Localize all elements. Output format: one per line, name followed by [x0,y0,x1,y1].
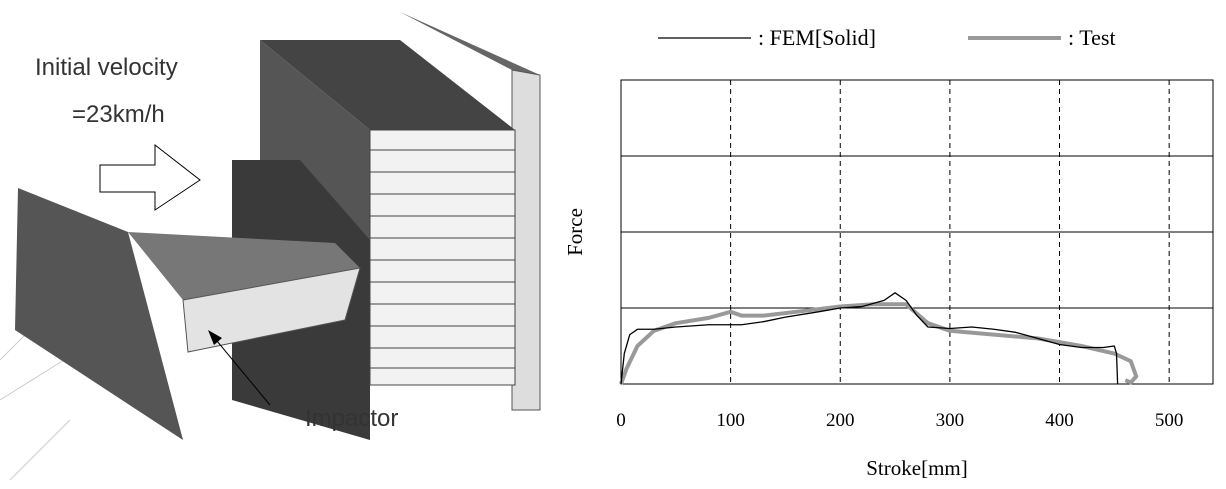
y-axis-label: Force [563,208,587,256]
label: Initial velocity [35,54,178,81]
chart: 0 100 200 300 400 500 Stroke[mm] Force : FEM[Sol… [563,25,1213,480]
diagram: Initial velocity =23km/h Impactor [0,12,540,480]
x-tick-label: 100 [716,410,745,431]
velocity-arrow [100,145,200,210]
label: =23km/h [72,101,165,128]
legend-label: : Test [1068,25,1116,50]
wire [10,420,70,480]
figure: Initial velocity =23km/h Impactor 0 100 20… [0,0,1226,489]
label: Impactor [305,405,398,432]
x-tick-label: 200 [826,410,855,431]
x-tick-label: 0 [616,410,626,431]
impactor-plate [15,188,183,440]
block-front [370,130,515,385]
x-axis-label: Stroke[mm] [866,456,967,480]
back-plate-edge [512,70,540,410]
legend-label: : FEM[Solid] [758,25,876,50]
page: Initial velocity =23km/h Impactor 0 100 20… [0,0,1226,489]
x-tick-label: 300 [936,410,965,431]
x-tick-label: 500 [1155,410,1184,431]
x-tick-label: 400 [1045,410,1074,431]
